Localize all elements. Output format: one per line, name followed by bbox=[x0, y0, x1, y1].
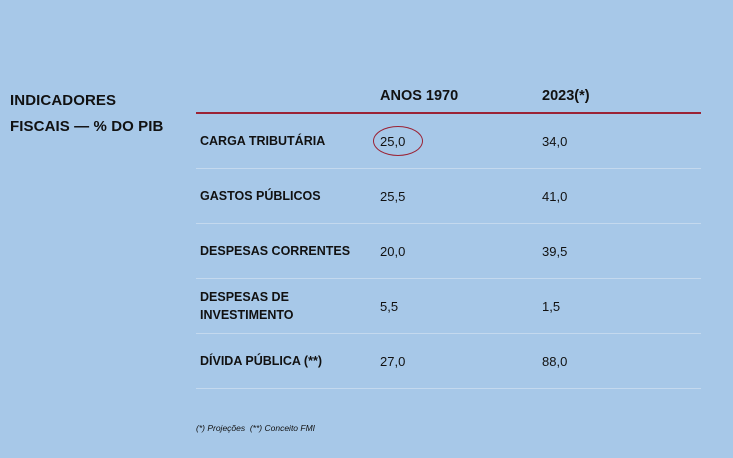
row-value-1970: 25,0 bbox=[373, 114, 423, 168]
row-label: DESPESAS CORRENTES bbox=[200, 244, 351, 258]
table-row: GASTOS PÚBLICOS 25,5 41,0 bbox=[196, 169, 701, 224]
row-value-1970: 27,0 bbox=[380, 353, 406, 369]
table-row: DESPESAS DE INVESTIMENTO 5,5 1,5 bbox=[196, 279, 701, 334]
row-label: DÍVIDA PÚBLICA (**) bbox=[200, 354, 322, 368]
circled-value: 25,0 bbox=[373, 125, 423, 156]
row-label: GASTOS PÚBLICOS bbox=[200, 189, 321, 203]
header-2023: 2023(*) bbox=[542, 88, 590, 104]
slide-title-line-2: FISCAIS — % DO PIB bbox=[10, 118, 164, 135]
row-value-2023: 41,0 bbox=[542, 188, 568, 204]
row-value-2023: 34,0 bbox=[542, 133, 568, 149]
highlight-circle bbox=[373, 125, 423, 156]
table-row: DESPESAS CORRENTES 20,0 39,5 bbox=[196, 224, 701, 279]
row-value-2023: 1,5 bbox=[542, 298, 561, 314]
table-row: DÍVIDA PÚBLICA (**) 27,0 88,0 bbox=[196, 334, 701, 389]
row-value-2023: 88,0 bbox=[542, 353, 568, 369]
row-value-1970: 25,5 bbox=[380, 188, 406, 204]
row-value-1970: 20,0 bbox=[380, 243, 406, 259]
footnote: (*) Projeções (**) Conceito FMI bbox=[196, 423, 316, 433]
fiscal-indicators-table: ANOS 1970 2023(*) CARGA TRIBUTÁRIA 25,0 … bbox=[196, 86, 701, 389]
row-label: DESPESAS DE INVESTIMENTO bbox=[200, 290, 294, 322]
slide-title-line-1: INDICADORES bbox=[10, 92, 117, 109]
table-header: ANOS 1970 2023(*) bbox=[196, 86, 701, 114]
table-row: CARGA TRIBUTÁRIA 25,0 34,0 bbox=[196, 114, 701, 169]
slide-title: INDICADORES FISCAIS — % DO PIB bbox=[10, 88, 185, 140]
row-label: CARGA TRIBUTÁRIA bbox=[200, 134, 326, 148]
row-value-2023: 39,5 bbox=[542, 243, 568, 259]
row-value-1970: 5,5 bbox=[380, 298, 399, 314]
header-anos-1970: ANOS 1970 bbox=[380, 88, 459, 104]
